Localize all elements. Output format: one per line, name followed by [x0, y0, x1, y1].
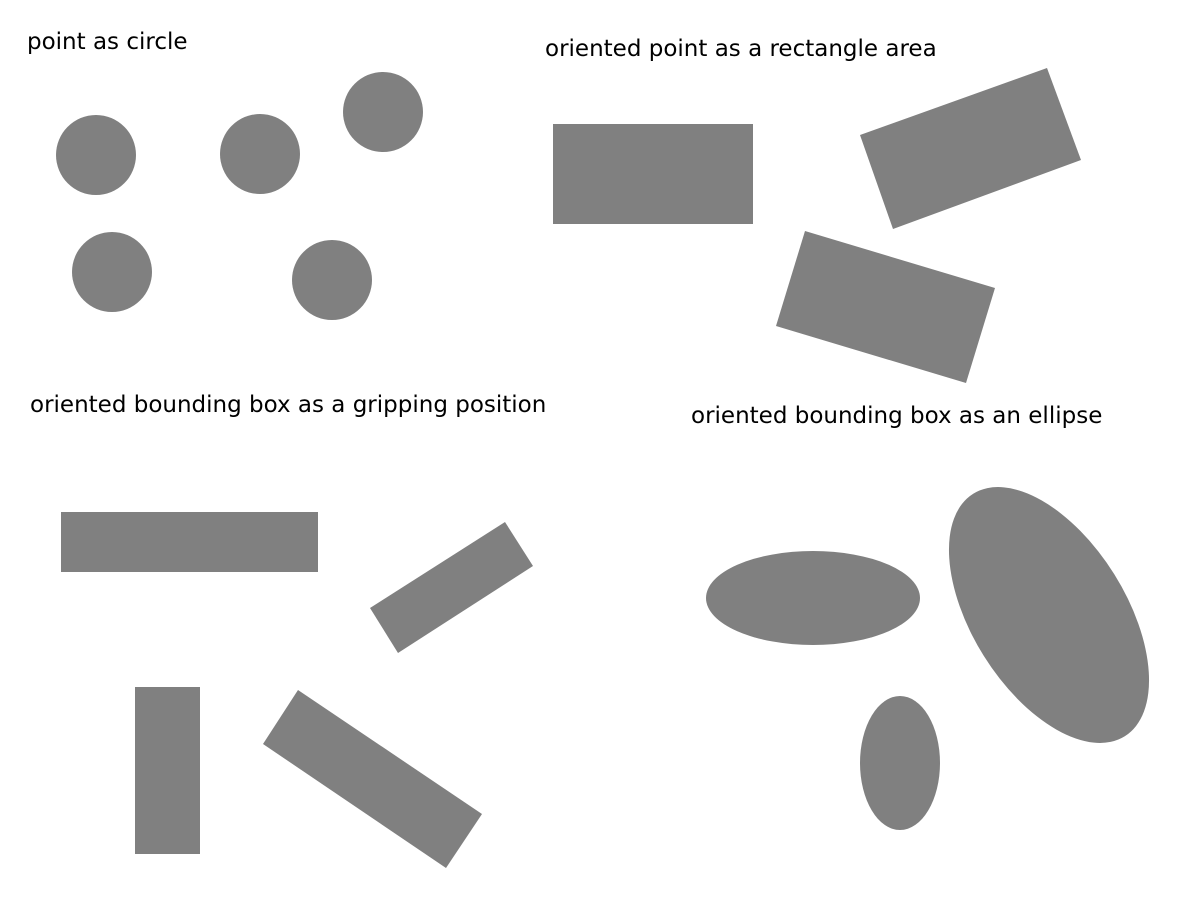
panel-circles [56, 72, 423, 320]
panel-ellipses [706, 487, 1150, 830]
oriented-rectangle-area [776, 231, 995, 383]
bounding-ellipse [860, 696, 940, 830]
panel-label-gripping-position: oriented bounding box as a gripping posi… [30, 392, 547, 418]
point-circle [292, 240, 372, 320]
panel-gripping-positions [61, 512, 533, 868]
point-circle [56, 115, 136, 195]
oriented-rectangle-area [553, 124, 753, 224]
point-circle [343, 72, 423, 152]
bounding-ellipse [948, 487, 1150, 743]
panel-rectangle-areas [553, 68, 1081, 383]
oriented-rectangle-area [860, 68, 1081, 229]
point-circle [72, 232, 152, 312]
gripping-box [370, 522, 533, 653]
bounding-ellipse [706, 551, 920, 645]
gripping-box [61, 512, 318, 572]
panel-label-ellipse: oriented bounding box as an ellipse [691, 403, 1103, 429]
point-circle [220, 114, 300, 194]
gripping-box [135, 687, 200, 854]
panel-label-circle: point as circle [27, 29, 188, 55]
gripping-box [263, 690, 482, 868]
panel-label-rectangle-area: oriented point as a rectangle area [545, 36, 937, 62]
